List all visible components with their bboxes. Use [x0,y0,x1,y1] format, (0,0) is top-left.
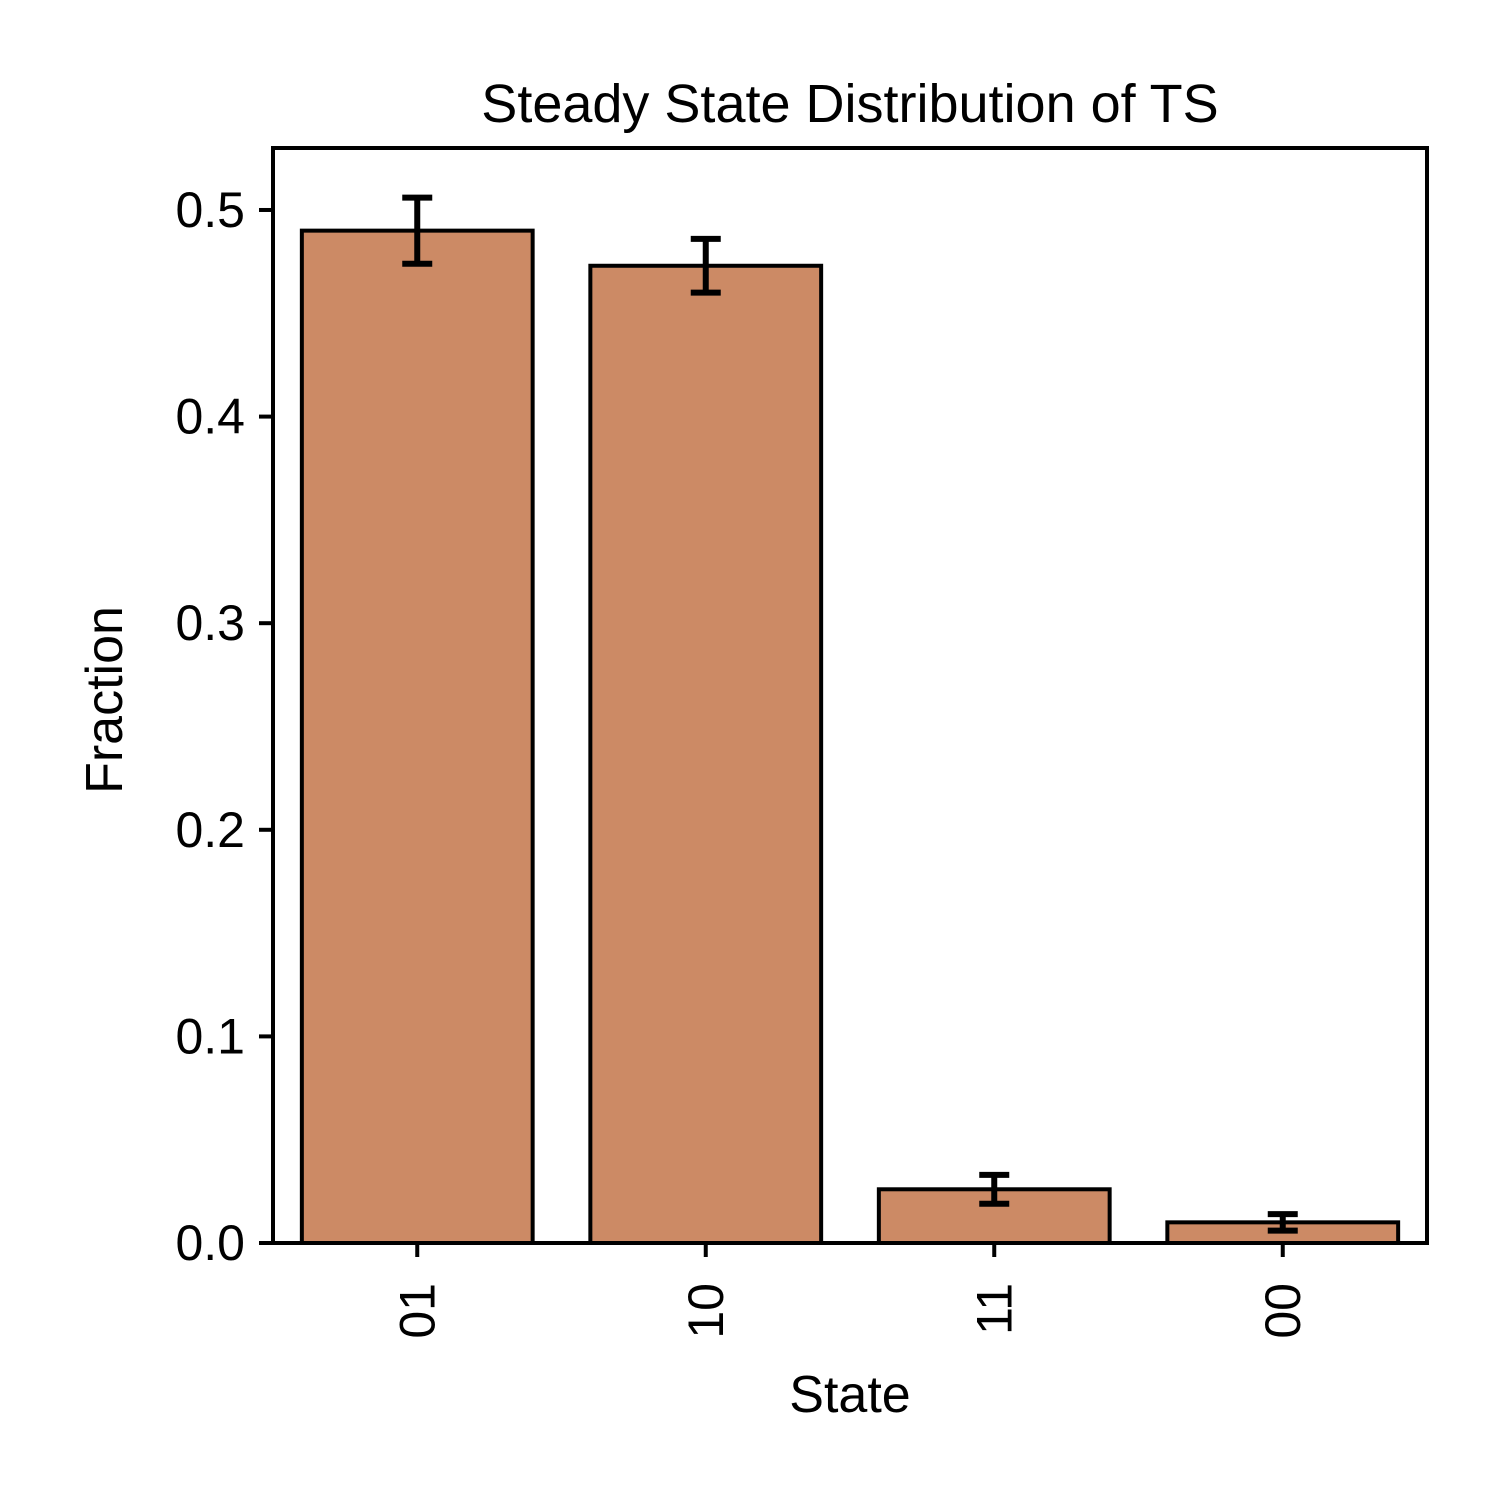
error-bar-11 [979,1171,1010,1207]
bar-01 [299,228,535,1246]
y-tick-label-0.1: 0.1 [175,1008,245,1064]
x-tick-label-01: 01 [389,1283,445,1339]
error-bars-group [402,194,1298,1234]
y-tick-label-0.2: 0.2 [175,802,245,858]
y-tick-label-0.5: 0.5 [175,182,245,238]
y-axis: 0.0 0.1 0.2 0.3 0.4 0.5 [175,182,273,1271]
y-tick-label-0.3: 0.3 [175,595,245,651]
y-axis-label: Fraction [76,606,134,794]
y-tick-label-0.0: 0.0 [175,1215,245,1271]
error-bar-10 [690,235,721,296]
y-tick-label-0.4: 0.4 [175,389,245,445]
error-bar-00 [1267,1211,1298,1234]
plot-frame [271,146,1429,1245]
x-axis-label: State [789,1366,910,1424]
chart-title: Steady State Distribution of TS [481,74,1218,134]
bars-group [299,228,1401,1246]
error-bar-01 [402,194,433,267]
bar-10 [588,263,824,1245]
x-tick-label-00: 00 [1255,1283,1311,1339]
x-tick-label-10: 10 [678,1283,734,1339]
x-axis: 01 10 11 00 [389,1243,1311,1339]
x-tick-label-11: 11 [966,1283,1022,1335]
